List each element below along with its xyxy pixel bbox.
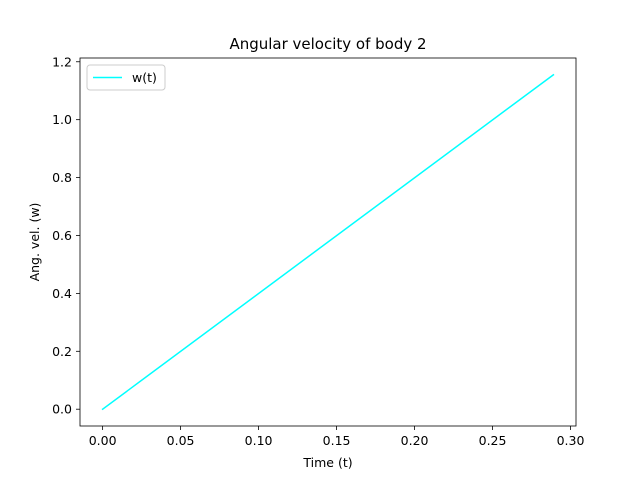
chart-title: Angular velocity of body 2: [229, 35, 426, 53]
y-axis-label: Ang. vel. (w): [27, 203, 42, 282]
y-tick-label: 0.6: [52, 228, 72, 243]
legend-label-w: w(t): [132, 70, 157, 85]
plot-frame: [79, 57, 577, 427]
series-line-w: [101, 73, 555, 411]
x-tick-label: 0.25: [479, 433, 507, 448]
x-tick-label: 0.05: [167, 433, 195, 448]
legend: w(t): [86, 64, 166, 91]
x-axis-ticks: 0.00 0.05 0.10 0.15 0.20 0.25 0.30: [89, 426, 585, 448]
y-axis-ticks: 0.0 0.2 0.4 0.6 0.8 1.0 1.2: [52, 54, 80, 417]
y-tick-label: 0.4: [52, 286, 72, 301]
y-tick-label: 0.8: [52, 170, 72, 185]
y-tick-label: 0.2: [52, 344, 72, 359]
y-tick-label: 0.0: [52, 402, 72, 417]
y-tick-label: 1.0: [52, 112, 72, 127]
x-tick-label: 0.10: [245, 433, 273, 448]
x-axis-label: Time (t): [302, 455, 352, 470]
x-tick-label: 0.30: [557, 433, 585, 448]
x-tick-label: 0.20: [401, 433, 429, 448]
series-layer: [101, 73, 555, 411]
y-tick-label: 1.2: [52, 54, 72, 69]
legend-box: [86, 64, 166, 91]
x-tick-label: 0.15: [323, 433, 351, 448]
x-tick-label: 0.00: [89, 433, 117, 448]
